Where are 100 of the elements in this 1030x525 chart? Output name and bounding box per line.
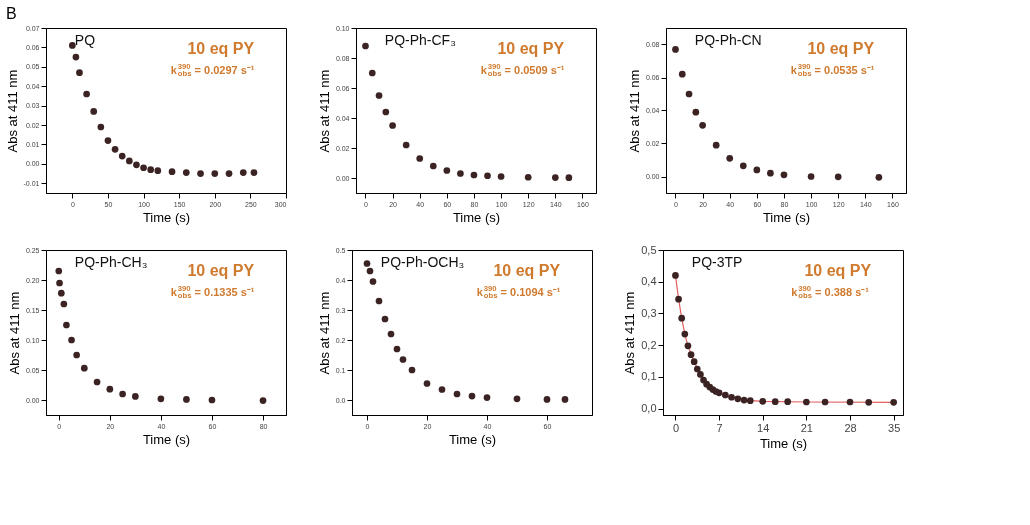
y-axis-title: Abs at 411 nm xyxy=(316,69,332,153)
point xyxy=(692,108,700,116)
point xyxy=(157,395,165,403)
y-tick-label: 0,1 xyxy=(641,370,657,383)
point xyxy=(443,167,451,174)
point xyxy=(551,174,559,181)
x-tick-label: 21 xyxy=(800,421,813,434)
point xyxy=(72,53,80,61)
point xyxy=(106,385,114,393)
point xyxy=(685,90,693,98)
point xyxy=(73,351,80,359)
point xyxy=(93,378,101,386)
annotation: 10 eq PY xyxy=(187,40,255,58)
point xyxy=(807,173,815,180)
point xyxy=(543,396,551,403)
point xyxy=(784,398,792,406)
point xyxy=(684,342,692,350)
point xyxy=(69,42,76,49)
point xyxy=(699,122,706,129)
point xyxy=(76,69,83,76)
point xyxy=(739,162,747,170)
point xyxy=(104,137,112,144)
point xyxy=(746,397,754,405)
point xyxy=(83,90,90,98)
y-axis-title: Abs at 411 nm xyxy=(622,291,638,375)
point xyxy=(712,141,720,149)
point xyxy=(239,169,247,176)
point xyxy=(416,155,424,162)
point xyxy=(68,336,75,344)
x-tick-label: 0 xyxy=(672,421,680,434)
point xyxy=(250,169,258,176)
annotation: PQ-Ph-CN xyxy=(694,32,762,49)
point xyxy=(381,315,389,323)
point xyxy=(125,157,133,165)
point xyxy=(734,395,742,403)
point xyxy=(366,267,374,275)
point xyxy=(382,108,390,116)
point xyxy=(834,173,842,181)
point xyxy=(429,162,437,170)
point xyxy=(369,278,377,285)
point xyxy=(147,166,155,174)
y-tick-label: 0,3 xyxy=(641,306,657,319)
point xyxy=(565,174,573,182)
point xyxy=(132,393,139,400)
point xyxy=(740,396,748,404)
y-axis-title: Abs at 411 nm xyxy=(6,291,22,375)
point xyxy=(211,170,219,177)
y-axis-title: Abs at 411 nm xyxy=(316,291,332,375)
point xyxy=(468,392,476,400)
chart-title: B xyxy=(6,5,17,22)
point xyxy=(726,155,734,162)
point xyxy=(154,167,162,175)
y-tick-label: 0,5 xyxy=(641,243,657,256)
y-axis-title: Abs at 411 nm xyxy=(4,69,20,153)
annotation: 10 eq PY xyxy=(807,40,875,58)
y-tick-label: 0,2 xyxy=(641,338,657,351)
point xyxy=(63,321,70,329)
annotation: PQ-Ph-OCH₃ xyxy=(380,254,465,271)
point xyxy=(457,170,464,177)
point xyxy=(484,172,491,180)
point xyxy=(672,272,679,279)
point xyxy=(182,169,190,176)
point xyxy=(675,295,682,303)
y-axis-title: Abs at 411 nm xyxy=(626,69,642,153)
x-axis-title: Time (s) xyxy=(142,209,191,225)
x-tick-label: 28 xyxy=(844,421,857,434)
point xyxy=(399,356,407,363)
point xyxy=(681,330,689,338)
point xyxy=(97,123,105,131)
point xyxy=(767,169,774,177)
point xyxy=(524,173,532,181)
x-axis-title: Time (s) xyxy=(452,209,501,225)
x-tick-label: 7 xyxy=(716,421,723,434)
x-tick-label: 35 xyxy=(888,421,901,434)
point xyxy=(771,398,779,406)
point xyxy=(438,386,446,393)
point xyxy=(561,396,569,403)
point xyxy=(362,42,369,50)
annotation: PQ-Ph-CH₃ xyxy=(74,254,148,271)
point xyxy=(728,393,735,401)
point xyxy=(890,398,897,406)
point xyxy=(60,300,68,308)
point xyxy=(80,364,88,372)
point xyxy=(140,164,147,172)
point xyxy=(759,398,767,405)
point xyxy=(693,365,701,373)
point xyxy=(846,398,854,406)
point xyxy=(368,69,376,77)
point xyxy=(678,70,686,78)
x-axis-title: Time (s) xyxy=(759,435,808,451)
point xyxy=(225,170,233,177)
point xyxy=(780,171,788,179)
x-axis-title: Time (s) xyxy=(142,431,191,447)
point xyxy=(513,395,521,403)
point xyxy=(133,161,140,169)
point xyxy=(375,92,383,99)
point xyxy=(687,351,695,359)
point xyxy=(753,166,761,174)
point xyxy=(57,289,65,297)
point xyxy=(119,390,126,398)
